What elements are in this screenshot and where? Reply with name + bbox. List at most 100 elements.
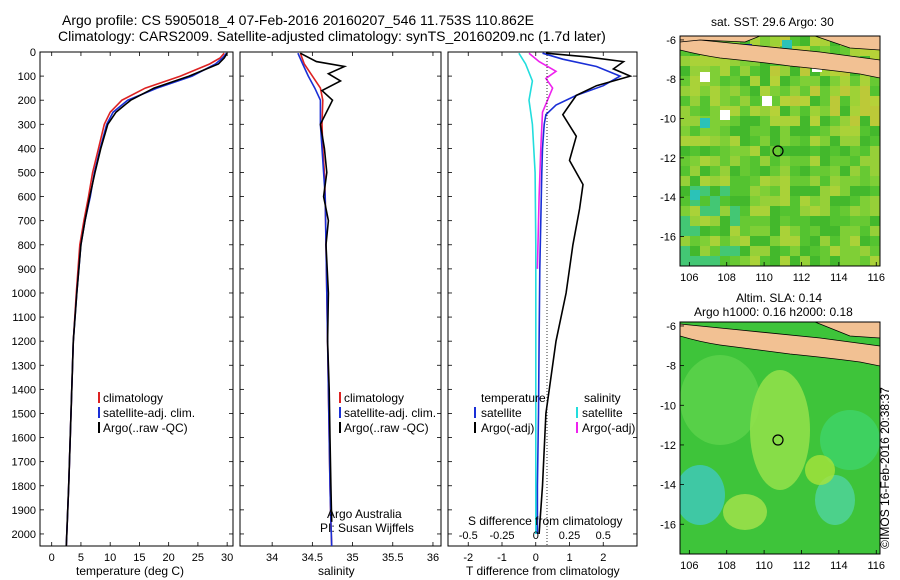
sal-legend-argo: Argo(..raw -QC) <box>344 421 429 435</box>
sst-map <box>680 36 880 266</box>
diff-legend-temp-header: temperature <box>481 391 546 405</box>
x-axis-ticks: 0 5 10 15 20 25 30 34 34.5 35 35.5 36 -2 -1 0 1 2 -0.5 -0.… <box>49 52 611 564</box>
x-tick-label: 34.5 <box>302 552 323 564</box>
x-tick-label: 10 <box>104 552 116 564</box>
map-x-tick-label: 106 <box>680 272 698 284</box>
header-line-2: Climatology: CARS2009. Satellite-adjuste… <box>58 28 606 44</box>
x-tick-label: 35.5 <box>382 552 403 564</box>
series-line-t-argo-adj- <box>538 52 633 535</box>
argo-marker-sst <box>772 145 784 157</box>
depth-tick-label: 800 <box>18 240 36 252</box>
diff-legend-t-sat: satellite <box>481 406 522 420</box>
map-y-tick-label: -16 <box>660 232 676 244</box>
map-y-tick-label: -8 <box>666 74 676 86</box>
s-diff-tick-label: 0.25 <box>559 530 580 542</box>
temp-legend-argo: Argo(..raw -QC) <box>103 421 188 435</box>
argo-credit-1: Argo Australia <box>327 507 402 521</box>
depth-tick-label: 1300 <box>12 360 36 372</box>
map-x-tick-label: 116 <box>867 272 885 284</box>
map-y-tick-label: -8 <box>666 361 676 373</box>
map-y-tick-label: -12 <box>660 440 676 452</box>
s-diff-tick-label: 0 <box>533 530 539 542</box>
x-tick-label: 0 <box>49 552 55 564</box>
depth-tick-label: 900 <box>18 264 36 276</box>
depth-tick-label: 1100 <box>12 312 36 324</box>
map-y-tick-label: -16 <box>660 519 676 531</box>
map-axes: 106 108 110 112 114 116 -6 -8 -10 -12 -14 -16 106 108… <box>660 35 885 572</box>
depth-tick-label: 1400 <box>12 384 36 396</box>
legend-marks <box>98 392 578 433</box>
series-line-climatology <box>65 52 225 546</box>
x-tick-label: 20 <box>163 552 175 564</box>
salinity-series <box>297 52 348 546</box>
depth-tick-label: 100 <box>18 71 36 83</box>
sla-title-2: Argo h1000: 0.16 h2000: 0.18 <box>694 305 853 319</box>
map-y-tick-label: -6 <box>666 321 676 333</box>
sla-map <box>680 322 880 554</box>
depth-tick-label: 1000 <box>12 288 36 300</box>
depth-tick-label: 2000 <box>12 529 36 541</box>
x-tick-label: -1 <box>497 552 507 564</box>
sst-title: sat. SST: 29.6 Argo: 30 <box>711 15 834 29</box>
diff-legend-s-sat: satellite <box>582 406 623 420</box>
depth-tick-label: 1900 <box>12 505 36 517</box>
java-land-sla <box>680 323 880 367</box>
map-y-tick-label: -10 <box>660 114 676 126</box>
depth-tick-label: 300 <box>18 119 36 131</box>
diff-legend-sal-header: salinity <box>584 391 621 405</box>
temperature-series <box>65 52 228 546</box>
map-x-tick-label: 106 <box>680 560 698 572</box>
salinity-panel <box>239 51 442 547</box>
map-x-tick-label: 108 <box>718 560 736 572</box>
difference-panel <box>447 51 638 547</box>
map-y-tick-label: -12 <box>660 153 676 165</box>
depth-tick-label: 0 <box>30 47 36 59</box>
series-line-s-satellite <box>518 52 537 534</box>
x-tick-label: 15 <box>133 552 145 564</box>
imos-stamp: ©IMOS 16-Feb-2016 20:38:37 <box>878 387 892 549</box>
depth-tick-label: 1500 <box>12 408 36 420</box>
x-tick-label: 35 <box>346 552 358 564</box>
series-line-satellite-adj-clim- <box>65 52 228 546</box>
depth-axis: 0 100 200 300 400 500 600 700 800 900 1000 1100 1200… <box>12 47 637 541</box>
depth-tick-label: 700 <box>18 216 36 228</box>
x-tick-label: -2 <box>463 552 473 564</box>
header-line-1: Argo profile: CS 5905018_4 07-Feb-2016 2… <box>62 12 534 28</box>
depth-tick-label: 200 <box>18 95 36 107</box>
series-line-argo-raw-qc- <box>299 52 348 522</box>
temperature-panel <box>39 51 234 547</box>
sal-legend-satellite: satellite-adj. clim. <box>344 406 437 420</box>
depth-tick-label: 1200 <box>12 336 36 348</box>
series-line-satellite-adj-clim- <box>297 52 333 546</box>
map-y-tick-label: -14 <box>660 480 676 492</box>
x-tick-label: 2 <box>600 552 606 564</box>
depth-tick-label: 500 <box>18 167 36 179</box>
sal-xlabel: salinity <box>318 564 355 578</box>
argo-credit-2: PI: Susan Wijffels <box>320 521 414 535</box>
s-diff-tick-label: 0.5 <box>596 530 611 542</box>
s-diff-tick-label: -0.25 <box>489 530 514 542</box>
map-y-tick-label: -10 <box>660 400 676 412</box>
map-x-tick-label: 114 <box>830 272 848 284</box>
depth-tick-label: 1600 <box>12 433 36 445</box>
x-tick-label: 0 <box>533 552 539 564</box>
java-land-sst <box>680 37 880 79</box>
x-tick-label: 25 <box>192 552 204 564</box>
depth-tick-label: 1800 <box>12 481 36 493</box>
diff-xlabel-top: S difference from climatology <box>468 514 623 528</box>
sla-title-1: Altim. SLA: 0.14 <box>736 291 823 305</box>
x-tick-label: 34 <box>266 552 278 564</box>
diff-legend-s-argo: Argo(-adj) <box>582 421 636 435</box>
map-x-tick-label: 110 <box>755 272 773 284</box>
map-x-tick-label: 110 <box>755 560 773 572</box>
map-x-tick-label: 108 <box>718 272 736 284</box>
map-x-tick-label: 112 <box>793 272 811 284</box>
map-y-tick-label: -14 <box>660 192 676 204</box>
temp-xlabel: temperature (deg C) <box>76 564 185 578</box>
series-line-t-satellite <box>536 52 622 534</box>
difference-series <box>518 52 633 535</box>
series-line-argo-raw-qc- <box>65 52 228 546</box>
temp-legend-satellite: satellite-adj. clim. <box>103 406 196 420</box>
temp-legend-climatology: climatology <box>103 391 164 405</box>
